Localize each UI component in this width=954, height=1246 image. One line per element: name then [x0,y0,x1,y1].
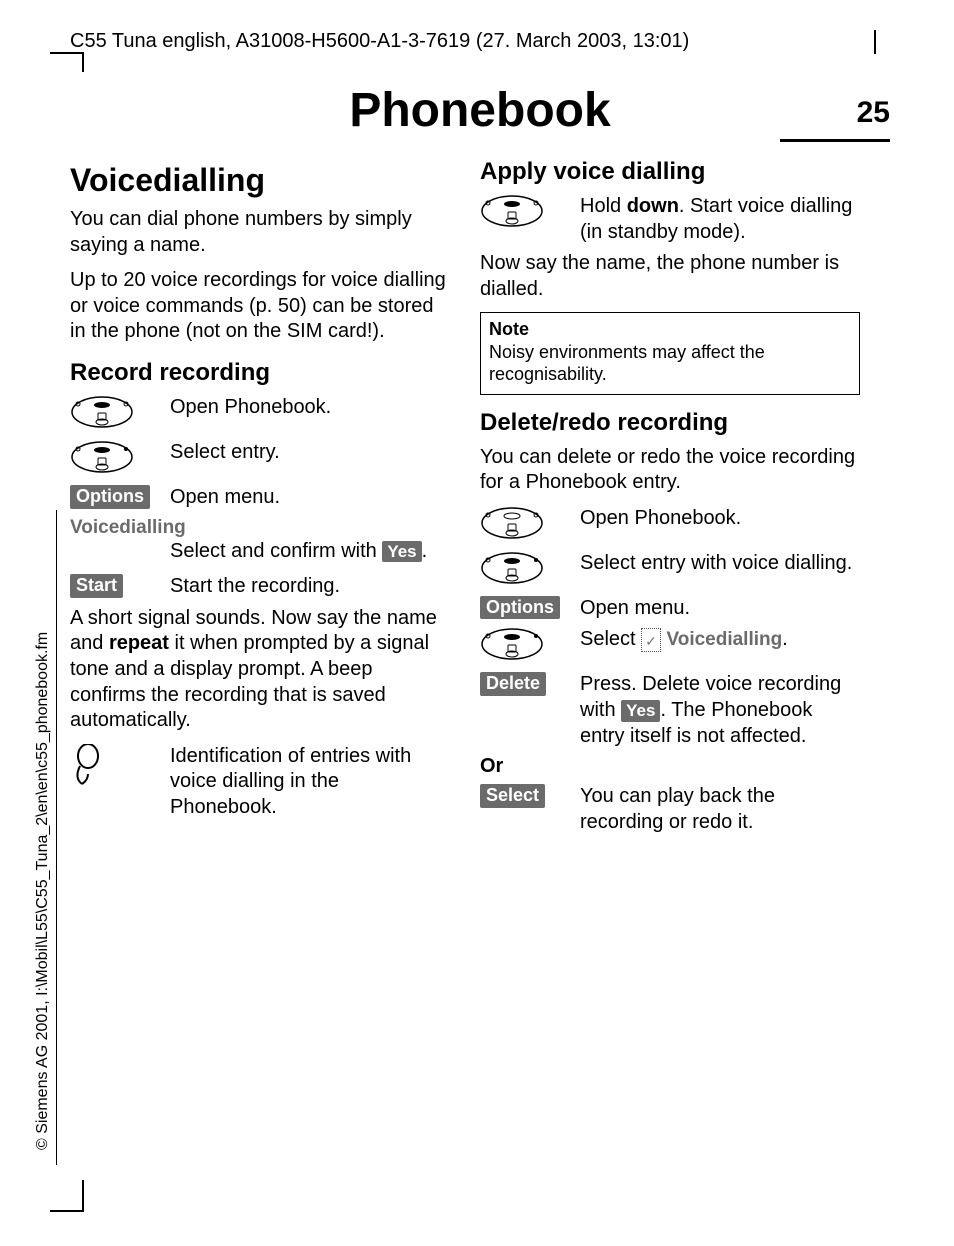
doc-header: C55 Tuna english, A31008-H5600-A1-3-7619… [70,30,890,53]
step-text: Open Phonebook. [170,395,450,421]
step-text: Identification of entries with voice dia… [170,744,450,821]
step-confirm: Select and confirm with Yes. [170,539,450,565]
step-text: You can play back the recording or redo … [580,784,860,835]
step-select-vd: Select ✓ Voicedialling. [480,627,860,666]
record-instruction: A short signal sounds. Now say the name … [70,606,450,734]
chapter-title: Phonebook [70,83,890,138]
page-number: 25 [857,96,890,130]
checkbox-icon: ✓ [641,628,661,652]
step-select-entry: Select entry. [70,440,450,479]
step-text: Select entry. [170,440,450,466]
nav-key-icon [480,194,544,233]
or-label: Or [480,755,860,778]
step-text: Open Phonebook. [580,506,860,532]
sub-delete: Delete/redo recording [480,409,860,437]
step-options: Options Open menu. [70,485,450,511]
intro-p1: You can dial phone numbers by simply say… [70,207,450,258]
yes-softkey: Yes [382,541,421,563]
voice-tag-icon [70,744,110,793]
section-voicedialling: Voicedialling [70,162,450,199]
note-title: Note [489,319,851,340]
step-select-voice-entry: Select entry with voice dialling. [480,551,860,590]
options-softkey: Options [70,485,150,509]
step-text: Open menu. [170,485,450,511]
step-identification: Identification of entries with voice dia… [70,744,450,821]
nav-key-icon [70,395,134,434]
step-text: Select ✓ Voicedialling. [580,627,860,653]
step-start: Start Start the recording. [70,574,450,600]
nav-key-icon [70,440,134,479]
step-options-r: Options Open menu. [480,596,860,622]
chapter-header: Phonebook 25 [70,83,890,138]
nav-key-icon [480,506,544,545]
sub-record: Record recording [70,359,450,387]
step-text: Press. Delete voice recording with Yes. … [580,672,860,749]
step-open-phonebook: Open Phonebook. [70,395,450,434]
options-softkey: Options [480,596,560,620]
step-text: Select entry with voice dialling. [580,551,860,577]
right-column: Apply voice dialling Hold down. Start vo… [480,156,860,841]
select-softkey: Select [480,784,545,808]
nav-key-icon [480,551,544,590]
start-softkey: Start [70,574,123,598]
now-say: Now say the name, the phone number is di… [480,251,860,302]
delete-softkey: Delete [480,672,546,696]
delete-intro: You can delete or redo the voice recordi… [480,445,860,496]
nav-key-icon [480,627,544,666]
step-hold-down: Hold down. Start voice dialling (in stan… [480,194,860,245]
step-delete: Delete Press. Delete voice recording wit… [480,672,860,749]
note-box: Note Noisy environments may affect the r… [480,312,860,394]
yes-softkey: Yes [621,700,660,722]
step-open-phonebook-r: Open Phonebook. [480,506,860,545]
intro-p2: Up to 20 voice recordings for voice dial… [70,268,450,345]
note-body: Noisy environments may affect the recogn… [489,342,851,385]
step-select-playback: Select You can play back the recording o… [480,784,860,835]
left-column: Voicedialling You can dial phone numbers… [70,156,450,841]
step-text: Hold down. Start voice dialling (in stan… [580,194,860,245]
step-text: Open menu. [580,596,860,622]
sub-apply: Apply voice dialling [480,158,860,186]
menu-item-voicedialling: Voicedialling [70,517,450,539]
copyright-side: © Siemens AG 2001, I:\Mobil\L55\C55_Tuna… [34,632,52,1150]
step-text: Start the recording. [170,574,450,600]
